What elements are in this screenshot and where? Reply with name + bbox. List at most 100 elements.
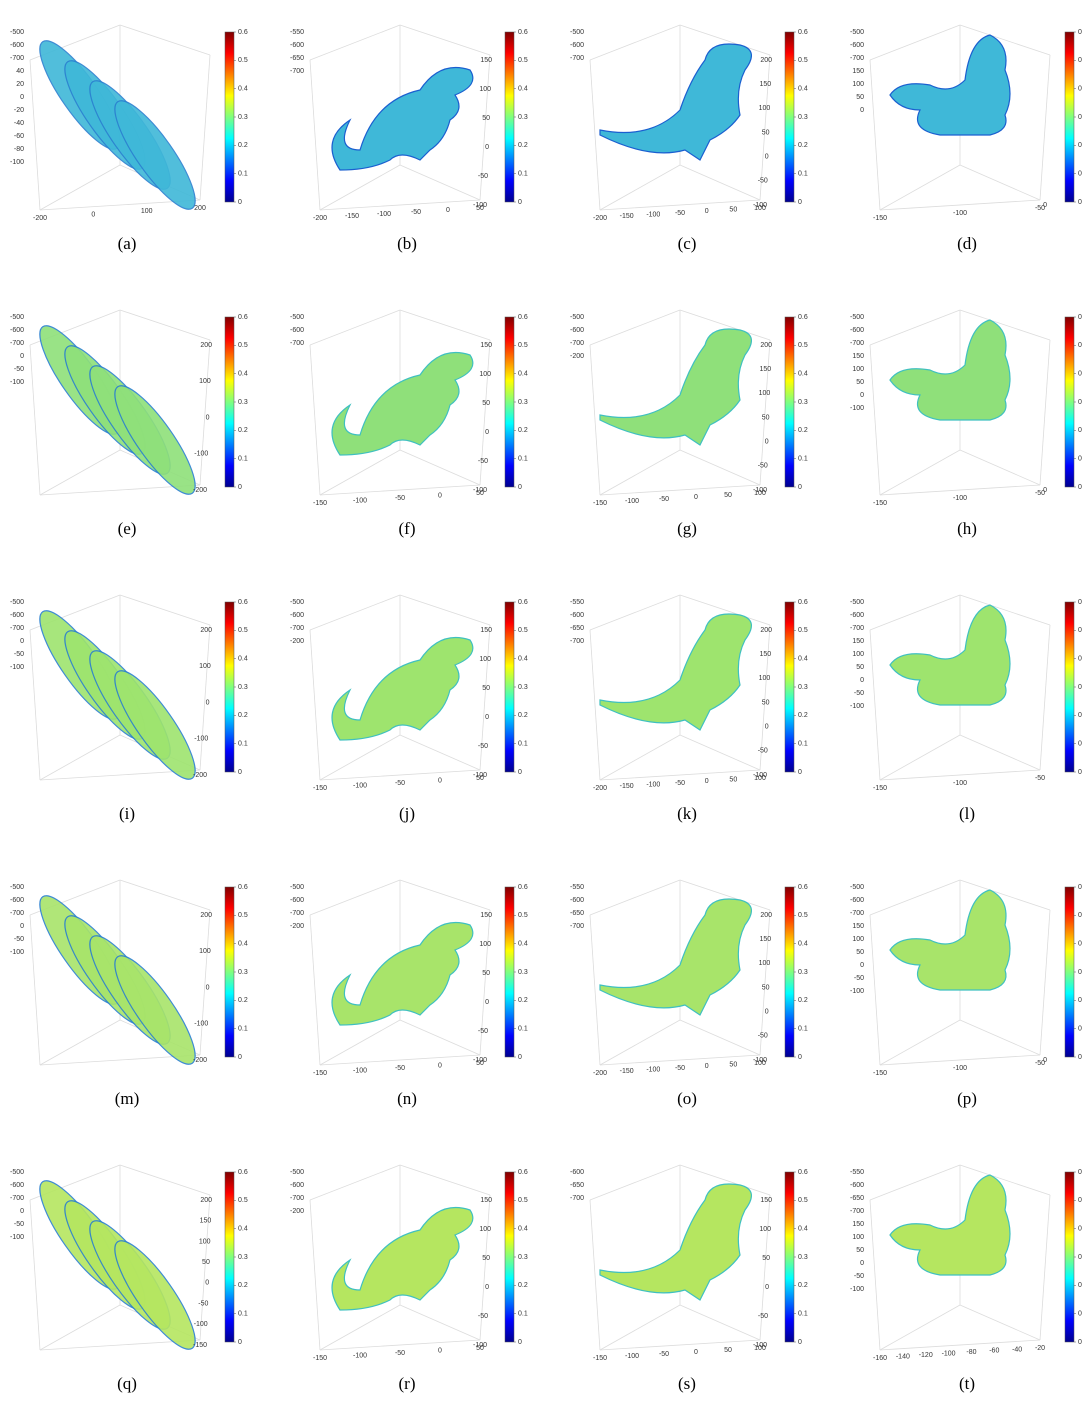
- y-tick-label: 50: [482, 685, 490, 692]
- z-tick-label: 150: [852, 68, 864, 75]
- colorbar-tick-label: 0.6: [238, 599, 248, 606]
- y-tick-label: 100: [479, 1226, 491, 1233]
- z-tick-label: -500: [290, 599, 304, 606]
- colorbar-tick-label: 0: [1078, 769, 1082, 776]
- y-tick-label: 150: [759, 651, 771, 658]
- y-tick-label: 200: [200, 912, 212, 919]
- z-tick-label: -50: [14, 366, 24, 373]
- z-tick-label: -600: [570, 42, 584, 49]
- z-tick-label: -600: [290, 42, 304, 49]
- box-edge: [960, 1305, 1040, 1340]
- colorbar-tick-label: 0.5: [518, 57, 528, 64]
- colorbar-tick-label: 0.1: [1078, 456, 1082, 463]
- y-tick-label: -100: [753, 1342, 767, 1349]
- colorbar-tick-label: 0.3: [1078, 1254, 1082, 1261]
- panel: -500-600-70040200-20-40-60-80-100-200010…: [10, 25, 248, 253]
- box-edge: [590, 1165, 680, 1200]
- z-tick-label: 100: [852, 81, 864, 88]
- colorbar: [785, 602, 794, 772]
- box-edge: [310, 595, 400, 630]
- box-edge: [200, 55, 210, 200]
- colorbar-tick-label: 0.6: [1078, 29, 1082, 36]
- box-edge: [310, 60, 320, 210]
- z-tick-label: -650: [570, 1182, 584, 1189]
- x-tick-label: -50: [411, 209, 421, 216]
- y-tick-label: 100: [479, 371, 491, 378]
- z-tick-label: -500: [290, 1169, 304, 1176]
- z-tick-label: 50: [856, 664, 864, 671]
- box-edge: [590, 310, 680, 345]
- box-edge: [40, 450, 120, 495]
- y-tick-label: 100: [759, 675, 771, 682]
- colorbar-tick-label: 0.3: [518, 114, 528, 121]
- x-tick-label: -150: [620, 1068, 634, 1075]
- colorbar-tick-label: 0: [1078, 199, 1082, 206]
- colorbar-tick-label: 0: [798, 1054, 802, 1061]
- panel: -500-600-7000-50-1002001000-100-20000.10…: [10, 595, 248, 823]
- colorbar-tick-label: 0.2: [238, 142, 248, 149]
- point-cloud: [600, 44, 751, 160]
- panel-caption: (l): [959, 804, 975, 823]
- box-edge: [30, 345, 40, 495]
- box-edge: [870, 915, 880, 1065]
- y-tick-label: -50: [198, 1300, 208, 1307]
- colorbar-tick-label: 0.6: [238, 314, 248, 321]
- x-tick-label: 50: [724, 1347, 732, 1354]
- x-tick-label: 0: [694, 1349, 698, 1356]
- colorbar-tick-label: 0.3: [238, 1254, 248, 1261]
- box-edge: [400, 450, 480, 485]
- box-edge: [880, 485, 1040, 495]
- colorbar-tick-label: 0.2: [518, 1282, 528, 1289]
- box-edge: [880, 165, 960, 210]
- panel-caption: (r): [399, 1374, 416, 1393]
- x-tick-label: -20: [1035, 1345, 1045, 1352]
- box-edge: [590, 1200, 600, 1350]
- colorbar-tick-label: 0.6: [798, 884, 808, 891]
- x-tick-label: -50: [675, 1065, 685, 1072]
- y-tick-label: 100: [199, 663, 211, 670]
- panel: -550-600-650-700-200-150-100-50050150100…: [290, 25, 528, 253]
- box-edge: [870, 1200, 880, 1350]
- colorbar-tick-label: 0.1: [518, 1026, 528, 1033]
- box-edge: [320, 1055, 480, 1065]
- z-tick-label: -650: [290, 55, 304, 62]
- colorbar-tick-label: 0: [798, 769, 802, 776]
- colorbar-tick-label: 0.3: [1078, 684, 1082, 691]
- panel-caption: (j): [399, 804, 415, 823]
- y-tick-label: -100: [473, 1342, 487, 1349]
- y-tick-label: 100: [479, 656, 491, 663]
- colorbar-tick-label: 0.3: [798, 684, 808, 691]
- colorbar: [225, 1172, 234, 1342]
- box-edge: [600, 165, 680, 210]
- z-tick-label: 100: [852, 366, 864, 373]
- box-edge: [310, 345, 320, 495]
- z-tick-label: -700: [290, 910, 304, 917]
- z-tick-label: 100: [852, 936, 864, 943]
- y-tick-label: 200: [200, 627, 212, 634]
- colorbar-tick-label: 0: [798, 1339, 802, 1346]
- colorbar-tick-label: 0.4: [798, 941, 808, 948]
- colorbar-tick-label: 0.3: [518, 399, 528, 406]
- z-tick-label: -500: [850, 29, 864, 36]
- colorbar-tick-label: 0: [518, 199, 522, 206]
- x-tick-label: 50: [729, 207, 737, 214]
- colorbar-tick-label: 0: [518, 484, 522, 491]
- y-tick-label: -50: [478, 1028, 488, 1035]
- z-tick-label: -700: [850, 1208, 864, 1215]
- y-tick-label: 200: [200, 1197, 212, 1204]
- y-tick-label: 100: [199, 948, 211, 955]
- colorbar-tick-label: 0.1: [1078, 171, 1082, 178]
- box-edge: [600, 1020, 680, 1065]
- colorbar-tick-label: 0.2: [1078, 1282, 1082, 1289]
- box-edge: [320, 1020, 400, 1065]
- box-edge: [960, 165, 1040, 200]
- x-tick-label: -150: [873, 500, 887, 507]
- z-tick-label: 0: [20, 353, 24, 360]
- point-cloud: [890, 320, 1010, 420]
- z-tick-label: -500: [850, 884, 864, 891]
- y-tick-label: 50: [762, 1255, 770, 1262]
- colorbar-tick-label: 0.1: [1078, 1026, 1082, 1033]
- box-edge: [590, 595, 680, 630]
- x-tick-label: -100: [625, 498, 639, 505]
